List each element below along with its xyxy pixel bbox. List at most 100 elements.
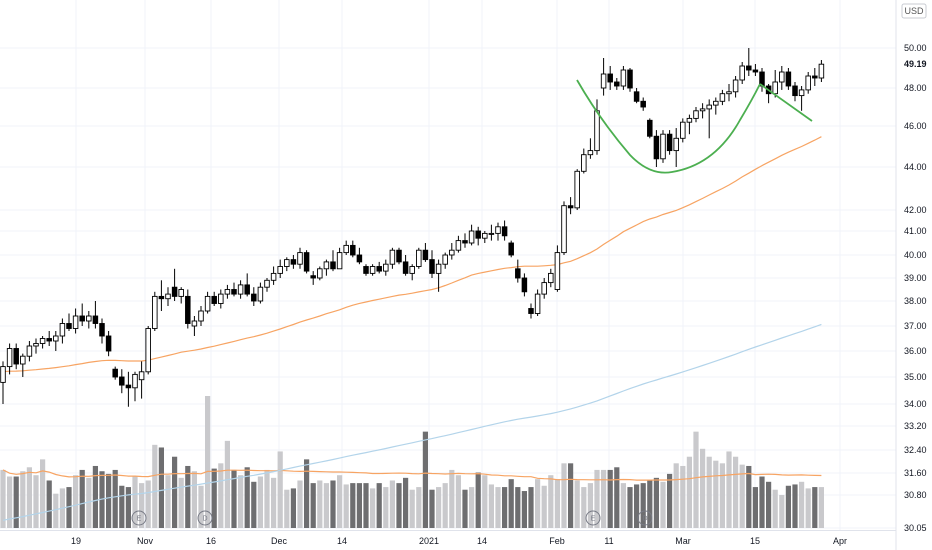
candle[interactable]	[633, 88, 640, 104]
candle[interactable]	[462, 233, 468, 248]
candle[interactable]	[330, 250, 336, 272]
candle[interactable]	[640, 97, 646, 111]
candle[interactable]	[33, 338, 39, 354]
candle[interactable]	[191, 316, 198, 336]
candle[interactable]	[119, 369, 125, 394]
candle[interactable]	[211, 291, 217, 306]
candle[interactable]	[92, 301, 99, 329]
candle[interactable]	[607, 66, 613, 90]
candle[interactable]	[270, 266, 277, 285]
candle[interactable]	[719, 89, 726, 106]
candle[interactable]	[614, 78, 620, 90]
candle[interactable]	[297, 247, 303, 269]
candle[interactable]	[389, 247, 396, 269]
candle[interactable]	[554, 245, 561, 292]
candle[interactable]	[99, 318, 105, 344]
candle[interactable]	[726, 84, 732, 102]
candle[interactable]	[336, 247, 343, 270]
candle[interactable]	[237, 280, 244, 299]
candle[interactable]	[541, 278, 547, 299]
candle[interactable]	[534, 289, 541, 317]
candle[interactable]	[706, 99, 712, 139]
candle[interactable]	[218, 289, 224, 309]
candle[interactable]	[46, 331, 52, 346]
candle[interactable]	[376, 261, 382, 274]
candle[interactable]	[6, 343, 13, 375]
candle[interactable]	[416, 247, 422, 269]
candle[interactable]	[53, 331, 59, 351]
candle[interactable]	[343, 240, 349, 255]
event-marker[interactable]: D	[637, 510, 653, 526]
candle[interactable]	[818, 60, 825, 82]
candle[interactable]	[508, 240, 514, 258]
candle[interactable]	[772, 70, 778, 98]
candle[interactable]	[86, 311, 92, 329]
candle[interactable]	[310, 271, 316, 285]
candle[interactable]	[699, 103, 706, 119]
candle[interactable]	[515, 259, 521, 283]
candle[interactable]	[0, 361, 6, 404]
candle[interactable]	[455, 235, 462, 253]
candle[interactable]	[244, 273, 250, 297]
candle[interactable]	[561, 201, 567, 255]
candle[interactable]	[198, 306, 204, 326]
candle[interactable]	[686, 114, 693, 135]
candle[interactable]	[422, 243, 429, 262]
candle[interactable]	[13, 343, 19, 370]
candle[interactable]	[66, 313, 72, 332]
candle[interactable]	[442, 252, 448, 269]
candle[interactable]	[145, 326, 151, 375]
candle[interactable]	[112, 366, 118, 380]
candle[interactable]	[746, 48, 752, 76]
candles[interactable]	[0, 48, 825, 407]
candle[interactable]	[429, 250, 435, 278]
candle[interactable]	[798, 86, 805, 111]
candle[interactable]	[20, 353, 26, 377]
currency-badge[interactable]: USD	[901, 3, 927, 19]
candle[interactable]	[600, 58, 607, 96]
candle[interactable]	[488, 224, 495, 241]
candle[interactable]	[264, 278, 270, 292]
candle[interactable]	[673, 128, 679, 167]
event-marker[interactable]: E	[585, 510, 601, 526]
candle[interactable]	[495, 222, 501, 241]
candle[interactable]	[317, 266, 323, 281]
candle[interactable]	[39, 336, 46, 349]
candle[interactable]	[627, 68, 633, 92]
candle[interactable]	[779, 66, 785, 90]
candle[interactable]	[812, 68, 818, 86]
price-axis[interactable]: 30.05 30.80 31.60 32.40 33.20 34.00 35.00 36.00…	[904, 43, 927, 533]
candle[interactable]	[277, 259, 283, 278]
candle[interactable]	[185, 289, 191, 329]
candle[interactable]	[231, 282, 237, 297]
candle[interactable]	[752, 64, 759, 76]
candle[interactable]	[805, 72, 811, 94]
candle[interactable]	[581, 148, 587, 174]
candle[interactable]	[475, 226, 481, 246]
candle[interactable]	[79, 303, 85, 327]
candle[interactable]	[383, 259, 389, 276]
candle[interactable]	[449, 243, 455, 260]
candle[interactable]	[138, 361, 145, 399]
candle[interactable]	[666, 130, 673, 155]
candle[interactable]	[647, 118, 653, 139]
event-marker[interactable]: E	[131, 510, 147, 526]
candle[interactable]	[468, 224, 475, 246]
candle[interactable]	[435, 259, 442, 292]
candle[interactable]	[363, 264, 369, 276]
candle[interactable]	[587, 138, 594, 159]
candle[interactable]	[482, 231, 488, 243]
candle[interactable]	[251, 287, 257, 306]
candle[interactable]	[369, 264, 376, 276]
candle[interactable]	[158, 280, 165, 311]
candle[interactable]	[548, 268, 554, 288]
candle[interactable]	[350, 240, 356, 258]
candle[interactable]	[653, 130, 660, 167]
candle[interactable]	[501, 220, 508, 241]
candle[interactable]	[257, 282, 264, 304]
candle[interactable]	[396, 247, 402, 265]
candle[interactable]	[132, 371, 138, 402]
candle[interactable]	[105, 331, 112, 357]
